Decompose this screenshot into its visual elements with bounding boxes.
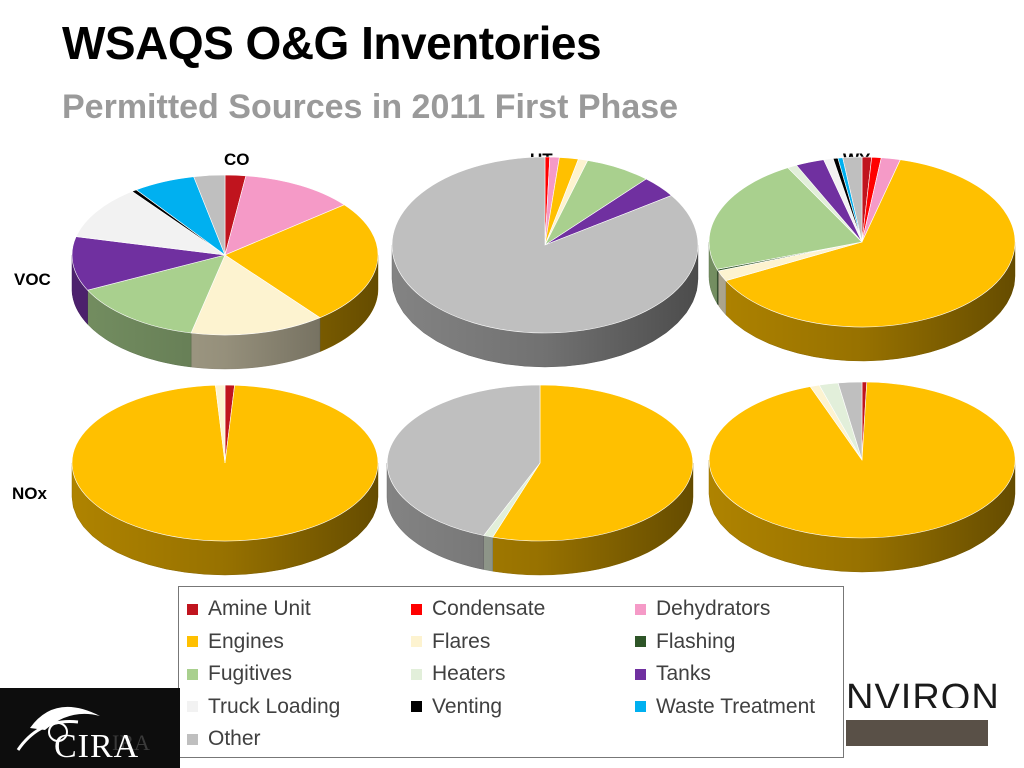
pie-voc-co — [71, 174, 379, 370]
legend-item-engines: Engines — [187, 626, 411, 659]
legend-item-tanks: Tanks — [635, 658, 845, 691]
cira-logo: IRA CIRA — [0, 688, 180, 768]
legend-label: Tanks — [656, 662, 711, 686]
legend-item-flashing: Flashing — [635, 626, 845, 659]
pie-voc-wy — [708, 156, 1016, 362]
legend-swatch — [187, 733, 198, 745]
legend-item-other: Other — [187, 723, 411, 756]
pie-wall-shading — [72, 463, 378, 575]
legend-label: Fugitives — [208, 662, 293, 686]
row-label-voc: VOC — [14, 270, 51, 289]
pie-nox-co — [71, 384, 379, 576]
legend-item-heaters: Heaters — [411, 658, 635, 691]
slide-subtitle: Permitted Sources in 2011 First Phase — [62, 88, 679, 126]
legend-item-venting: Venting — [411, 691, 635, 724]
legend-label: Engines — [208, 629, 284, 653]
pie-slice-engines — [224, 204, 379, 319]
pie-voc-ut — [391, 156, 699, 368]
legend-label: Venting — [432, 694, 503, 718]
pie-slice-dehydrators — [224, 175, 345, 256]
pie-slice-engines — [492, 384, 694, 542]
pie-slice-fugitives — [87, 254, 226, 334]
environ-wordmark: NVIRON — [846, 680, 1000, 708]
legend-item-fugitives: Fugitives — [187, 658, 411, 691]
cira-logo-graphic — [16, 706, 100, 751]
pie-slice-engines — [71, 384, 379, 542]
cira-ghost-lettering: IRA — [112, 730, 150, 755]
legend-swatch — [411, 636, 422, 648]
slide-title: WSAQS O&G Inventories — [62, 17, 602, 69]
legend-label: Flashing — [656, 629, 736, 653]
legend-swatch — [635, 636, 646, 648]
legend-swatch — [635, 603, 646, 615]
pie-slice-engines — [725, 159, 1016, 328]
legend-item-flares: Flares — [411, 626, 635, 659]
environ-logo-bar — [846, 720, 988, 746]
legend: Amine Unit Condensate Dehydrators Engines Fl… — [178, 586, 844, 758]
column-label-co: CO — [224, 150, 250, 169]
pie-slice-truck-loading — [75, 191, 226, 256]
legend-swatch — [635, 701, 646, 713]
pie-nox-ut — [386, 384, 694, 576]
pie-nox-wy — [708, 381, 1016, 573]
legend-swatch — [187, 603, 198, 615]
legend-label: Amine Unit — [208, 597, 311, 621]
pie-slice-other — [193, 174, 226, 256]
legend-label: Other — [208, 727, 261, 751]
legend-item-dehydrators: Dehydrators — [635, 593, 845, 626]
legend-label: Condensate — [432, 597, 546, 621]
legend-swatch — [187, 701, 198, 713]
pie-slice-other — [842, 156, 863, 243]
legend-label: Truck Loading — [208, 694, 341, 718]
legend-label: Heaters — [432, 662, 506, 686]
legend-swatch — [187, 636, 198, 648]
legend-swatch — [187, 668, 198, 680]
pie-slice-flares — [190, 254, 321, 336]
pie-slice-tanks — [71, 236, 226, 291]
pie-slice-fugitives — [708, 167, 863, 270]
legend-swatch — [635, 668, 646, 680]
legend-label: Waste Treatment — [656, 694, 816, 718]
pie-slice-other — [386, 384, 541, 536]
pie-slice-flares — [215, 384, 226, 464]
pie-wall-shading — [387, 463, 693, 575]
legend-item-condensate: Condensate — [411, 593, 635, 626]
legend-grid: Amine Unit Condensate Dehydrators Engines Fl… — [187, 593, 845, 756]
legend-item-waste-treatment: Waste Treatment — [635, 691, 845, 724]
pie-slice-other — [837, 381, 863, 461]
legend-item-truck-loading: Truck Loading — [187, 691, 411, 724]
pie-wall-shading — [709, 242, 1015, 361]
legend-swatch — [411, 668, 422, 680]
legend-item-amine-unit: Amine Unit — [187, 593, 411, 626]
pie-wall-shading — [392, 245, 698, 367]
pie-slice-other — [391, 156, 699, 334]
row-label-nox: NOx — [12, 484, 47, 503]
legend-label: Flares — [432, 629, 491, 653]
legend-swatch — [411, 701, 422, 713]
legend-label: Dehydrators — [656, 597, 771, 621]
pie-wall-shading — [72, 255, 378, 369]
legend-swatch — [411, 603, 422, 615]
pie-wall-shading — [709, 460, 1015, 572]
cira-wordmark: CIRA — [54, 728, 140, 765]
